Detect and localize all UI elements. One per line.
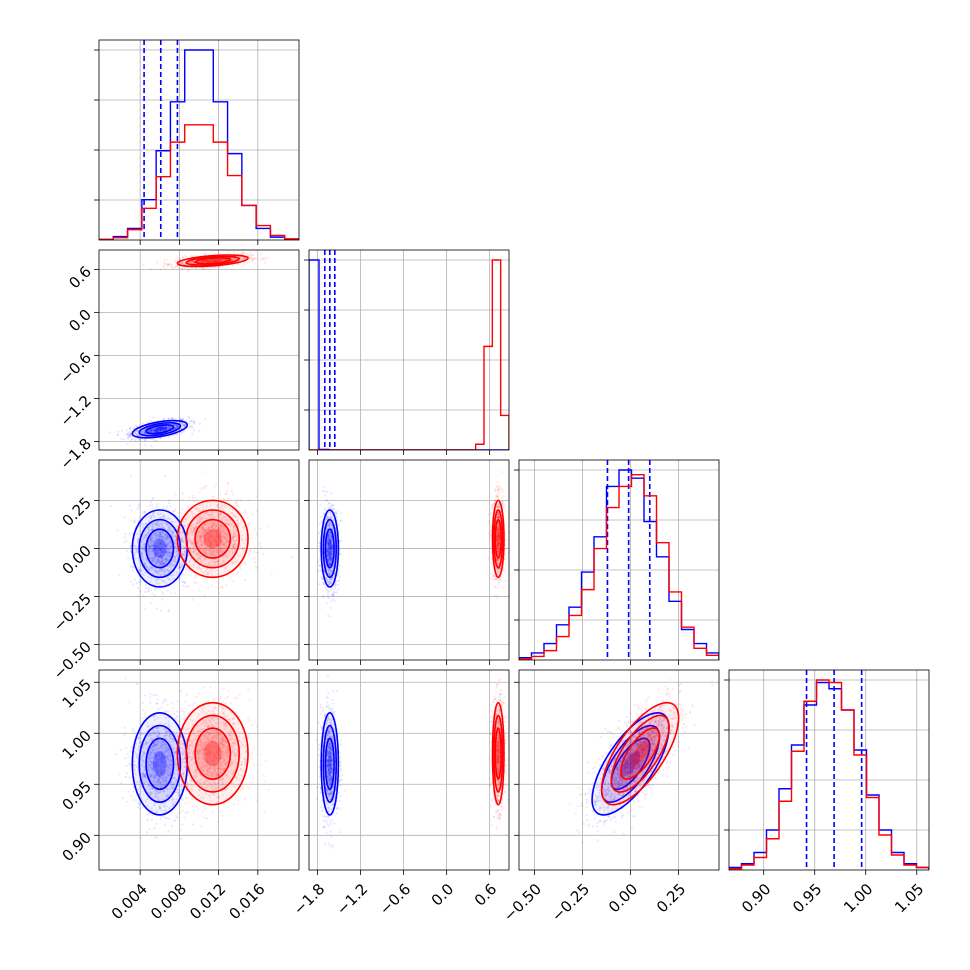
x-tick-label-p3-0: 0.90: [738, 880, 774, 916]
y-tick-label-p3-2: 1.00: [59, 727, 95, 763]
hist-panel-1-1-series1: [309, 259, 509, 450]
contour-panel-2-0-series1-level2: [194, 518, 232, 559]
contour-panel-2-0-series1-level3: [203, 529, 222, 549]
contour-panel-3-0-series1-level2: [194, 727, 232, 780]
x-tick-label-p1-3: 0.0: [428, 880, 458, 910]
contour-panel-3-2-series1-level1: [610, 714, 670, 793]
frame-panel-3-1: [308, 669, 510, 871]
contour-panel-3-0-series1-level0: [176, 701, 249, 806]
x-tick-label-p2-3: 0.25: [653, 880, 689, 916]
contour-panel-1-0-series1-level3: [203, 259, 222, 263]
contour-panel-2-0-series0-level3: [152, 538, 167, 559]
contour-panel-2-0-series0-level2: [145, 528, 175, 569]
y-tick-label-p3-1: 0.95: [59, 778, 95, 814]
x-tick-label-p0-0: 0.004: [108, 880, 151, 923]
contour-panel-3-1-series0-level2: [324, 737, 335, 791]
x-tick-label-p0-1: 0.008: [147, 880, 190, 923]
contour-panel-3-1-series1-level2: [494, 727, 502, 780]
x-tick-label-p1-2: −0.6: [376, 880, 414, 918]
contour-panel-1-0-series0-level3: [152, 427, 167, 432]
x-tick-label-p3-1: 0.95: [789, 880, 825, 916]
contour-panel-1-0-series1-level2: [194, 257, 232, 265]
hist-panel-3-3-series1: [729, 679, 929, 870]
contour-panel-2-1-series0-level2: [324, 528, 335, 569]
hist-panel-0-0-series0: [99, 49, 299, 240]
contour-panel-2-1-series1-level2: [494, 518, 502, 559]
contour-panel-3-0-series0-level2: [145, 737, 175, 791]
x-tick-label-p0-2: 0.012: [186, 880, 229, 923]
contour-panel-1-0-series0-level1: [138, 421, 182, 437]
x-tick-label-p1-1: −1.2: [333, 880, 371, 918]
contour-panel-3-1-series0-level3: [327, 751, 332, 777]
y-tick-label-p1-2: −0.6: [57, 349, 95, 387]
frame-panel-2-0: [98, 459, 300, 661]
frame-panel-3-3: [728, 669, 930, 871]
contour-panel-3-1-series1-level3: [496, 740, 500, 767]
x-tick-label-p0-3: 0.016: [225, 880, 268, 923]
x-tick-label-p2-2: 0.00: [605, 880, 641, 916]
frame-panel-0-0: [98, 39, 300, 241]
hist-panel-2-2-series0: [519, 469, 719, 660]
hist-panel-3-3-series0: [729, 681, 929, 870]
frame-panel-1-1: [308, 249, 510, 451]
contour-panel-3-0-series0-level3: [152, 751, 167, 777]
contour-panel-3-2-series1-level0: [600, 701, 680, 806]
frame-panel-3-0: [98, 669, 300, 871]
hist-panel-0-0-series1: [99, 124, 299, 240]
y-tick-label-p1-3: 0.0: [65, 306, 95, 336]
contour-panel-2-0-series0-level1: [138, 518, 182, 579]
y-tick-label-p1-4: 0.6: [65, 263, 95, 293]
contour-panel-2-0-series1-level1: [185, 509, 240, 569]
x-tick-label-p1-4: 0.6: [471, 880, 501, 910]
contour-panel-1-0-series0-level0: [131, 419, 189, 439]
contour-panel-3-2-series1-level3: [630, 740, 650, 767]
y-tick-label-p2-1: −0.25: [50, 590, 95, 635]
hist-panel-1-1-series0: [309, 259, 509, 450]
y-tick-label-p2-3: 0.25: [59, 494, 95, 530]
contour-panel-3-0-series0-level1: [138, 724, 182, 803]
hist-panel-2-2-series1: [519, 473, 719, 660]
y-tick-label-p2-0: −0.50: [50, 638, 95, 683]
x-tick-label-p2-0: −0.50: [500, 880, 545, 925]
frame-panel-1-0: [98, 249, 300, 451]
x-tick-label-p3-2: 1.00: [840, 880, 876, 916]
contour-panel-3-2-series0-level3: [620, 751, 641, 777]
y-tick-label-p3-0: 0.90: [59, 829, 95, 865]
x-tick-label-p1-0: −1.8: [290, 880, 328, 918]
contour-panel-1-0-series0-level2: [145, 424, 175, 435]
y-tick-label-p2-2: 0.00: [59, 542, 95, 578]
contour-panel-3-0-series1-level3: [203, 740, 222, 767]
contour-panel-2-1-series1-level3: [496, 529, 500, 549]
contour-panel-2-1-series0-level3: [327, 538, 332, 559]
frame-panel-3-2: [518, 669, 720, 871]
x-tick-label-p3-3: 1.05: [891, 880, 927, 916]
y-tick-label-p1-1: −1.2: [57, 392, 95, 430]
frame-panel-2-2: [518, 459, 720, 661]
contour-panel-1-0-series1-level0: [176, 254, 249, 268]
contour-panel-2-0-series1-level0: [176, 499, 249, 579]
contour-panel-3-2-series0-level0: [591, 712, 670, 816]
y-tick-label-p1-0: −1.8: [57, 435, 95, 473]
contour-panel-3-2-series1-level2: [620, 727, 661, 780]
frame-panel-2-1: [308, 459, 510, 661]
contour-panel-3-0-series1-level1: [185, 714, 240, 793]
x-tick-label-p2-1: −0.25: [548, 880, 593, 925]
